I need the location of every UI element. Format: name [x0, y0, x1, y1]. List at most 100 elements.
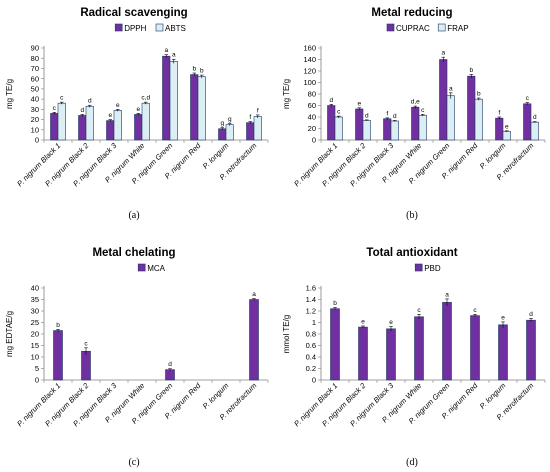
significance-letter-pbd-p-nigrum-green: a: [445, 291, 449, 298]
significance-letter-cuprac-p-nigrum-black-2: e: [357, 100, 361, 107]
bar-abts-p-nigrum-black-3: [113, 110, 122, 141]
significance-letter-abts-p-nigrum-white: c,d: [141, 95, 150, 102]
y-tick-label: 0.2: [306, 364, 316, 373]
bar-abts-p-nigrum-white: [141, 102, 150, 141]
bar-pbd-p-nigrum-black-1: [330, 308, 340, 381]
y-tick-label: 10: [31, 353, 39, 362]
y-axis-title: mg TE/g: [282, 79, 291, 109]
y-tick-label: 0.6: [306, 341, 316, 350]
significance-letter-cuprac-p-longum: f: [498, 110, 500, 117]
significance-letter-pbd-p-longum: e: [501, 314, 505, 321]
significance-letter-frap-p-nigrum-black-3: d: [393, 113, 397, 120]
y-tick-label: 120: [303, 67, 316, 76]
y-tick-label: 10: [31, 125, 39, 134]
y-tick-label: 1.4: [306, 295, 316, 304]
significance-letter-frap-p-nigrum-white: c: [421, 107, 425, 114]
bar-cuprac-p-nigrum-black-2: [355, 108, 364, 141]
significance-letter-abts-p-nigrum-black-1: c: [60, 95, 64, 102]
significance-letter-pbd-p-nigrum-black-2: e: [361, 318, 365, 325]
significance-letter-mca-p-retrofractum: a: [252, 291, 256, 298]
panel-label-b: (b): [406, 210, 418, 221]
bar-frap-p-nigrum-black-3: [390, 120, 399, 141]
legend-swatch-dpph: [114, 23, 123, 32]
y-tick-label: 30: [31, 307, 39, 316]
y-tick-label: 80: [31, 54, 39, 63]
y-tick-label: 0: [312, 376, 316, 385]
significance-letter-frap-p-nigrum-red: b: [477, 91, 481, 98]
y-tick-label: 50: [31, 84, 39, 93]
y-tick-label: 5: [35, 364, 39, 373]
bar-cuprac-p-retrofractum: [523, 103, 532, 141]
significance-letter-cuprac-p-nigrum-black-1: d: [329, 97, 333, 104]
y-tick-label: 1.2: [306, 307, 316, 316]
legend-swatch-frap: [437, 23, 446, 32]
bar-abts-p-nigrum-red: [197, 76, 206, 141]
y-tick-label: 25: [31, 318, 39, 327]
y-tick-label: 20: [31, 115, 39, 124]
legend-swatch-abts: [155, 23, 164, 32]
y-tick-label: 0: [35, 376, 39, 385]
y-axis-title: mg TE/g: [5, 79, 14, 109]
panel-label-d: (d): [406, 457, 418, 468]
significance-letter-cuprac-p-nigrum-black-3: f: [386, 110, 388, 117]
y-tick-label: 20: [308, 124, 316, 133]
y-tick-label: 1.6: [306, 284, 316, 293]
bar-mca-p-nigrum-black-2: [81, 350, 91, 381]
significance-letter-dpph-p-nigrum-black-2: d: [80, 107, 84, 114]
significance-letter-pbd-p-nigrum-red: c: [473, 307, 477, 314]
bar-frap-p-nigrum-red: [474, 98, 483, 141]
y-tick-label: 90: [31, 44, 39, 53]
panel-label-a: (a): [128, 210, 139, 221]
legend-label-abts: ABTS: [165, 24, 186, 33]
bar-abts-p-retrofractum: [253, 116, 262, 141]
significance-letter-dpph-p-nigrum-black-1: c: [53, 105, 57, 112]
bar-mca-p-retrofractum: [249, 299, 259, 381]
bar-mca-p-nigrum-black-1: [53, 330, 63, 381]
significance-letter-dpph-p-nigrum-black-3: e: [108, 112, 112, 119]
significance-letter-frap-p-longum: e: [505, 123, 509, 130]
y-tick-label: 60: [308, 101, 316, 110]
legend-swatch-pbd: [414, 263, 423, 272]
bar-dpph-p-retrofractum: [246, 122, 255, 141]
significance-letter-abts-p-nigrum-green: a: [172, 52, 176, 59]
y-tick-label: 100: [303, 78, 316, 87]
significance-letter-dpph-p-nigrum-red: b: [192, 66, 196, 73]
bar-pbd-p-nigrum-black-3: [386, 328, 396, 381]
significance-letter-abts-p-nigrum-black-2: d: [88, 98, 92, 105]
bar-dpph-p-nigrum-green: [162, 55, 171, 141]
bar-mca-p-nigrum-green: [165, 369, 175, 381]
bar-pbd-p-nigrum-red: [470, 315, 480, 381]
y-tick-label: 0: [312, 136, 316, 145]
panel-label-c: (c): [128, 457, 139, 468]
significance-letter-abts-p-retrofractum: f: [257, 107, 259, 114]
y-tick-label: 60: [31, 74, 39, 83]
significance-letter-abts-p-longum: g: [228, 116, 232, 123]
chart-title-total-antioxidant: Total antioxidant: [366, 247, 457, 259]
significance-letter-dpph-p-nigrum-white: e: [136, 106, 140, 113]
y-tick-label: 140: [303, 55, 316, 64]
legend-label-dpph: DPPH: [124, 24, 146, 33]
y-tick-label: 160: [303, 44, 316, 53]
y-axis-title: mmol TE/g: [282, 315, 291, 354]
legend-swatch-cuprac: [386, 23, 395, 32]
bar-abts-p-nigrum-green: [169, 60, 178, 141]
y-tick-label: 35: [31, 295, 39, 304]
bar-cuprac-p-nigrum-black-3: [383, 118, 392, 141]
significance-letter-pbd-p-retrofractum: d: [529, 311, 533, 318]
significance-letter-cuprac-p-nigrum-green: a: [441, 50, 445, 57]
y-tick-label: 20: [31, 330, 39, 339]
y-tick-label: 40: [31, 284, 39, 293]
significance-letter-frap-p-nigrum-black-1: c: [337, 109, 341, 116]
bar-frap-p-nigrum-green: [446, 95, 455, 141]
significance-letter-cuprac-p-nigrum-red: b: [469, 67, 473, 74]
significance-letter-frap-p-nigrum-black-2: d: [365, 112, 369, 119]
y-tick-label: 0: [35, 136, 39, 145]
legend-swatch-mca: [137, 263, 146, 272]
bar-dpph-p-nigrum-white: [134, 114, 143, 141]
legend-label-pbd: PBD: [424, 264, 441, 273]
y-tick-label: 30: [31, 105, 39, 114]
bar-frap-p-nigrum-white: [418, 114, 427, 141]
